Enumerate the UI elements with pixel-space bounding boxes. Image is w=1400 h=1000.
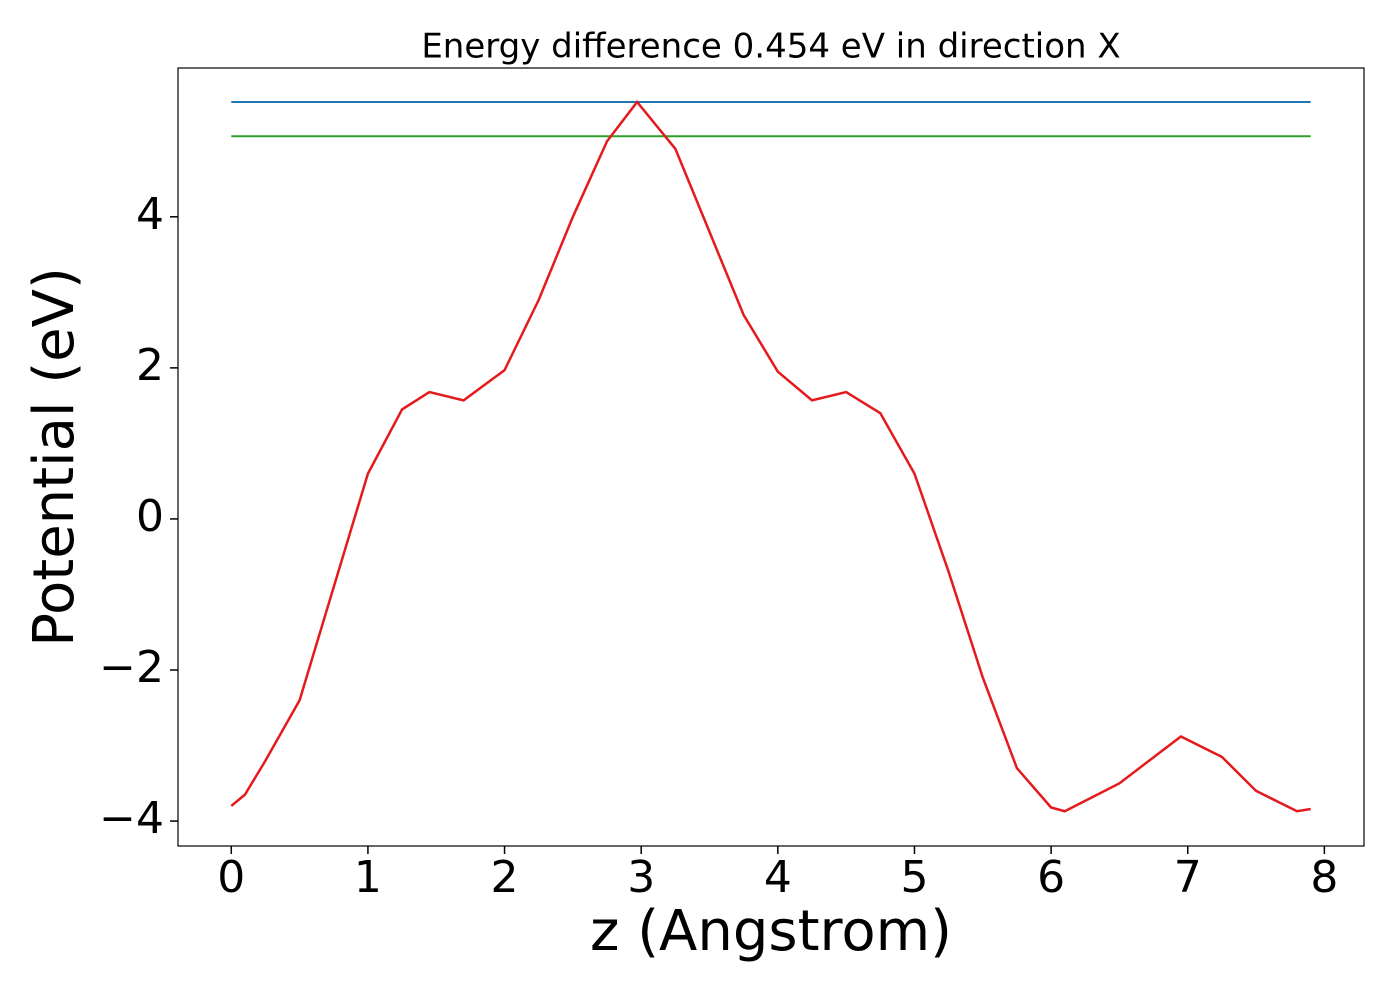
x-tick-label: 1 xyxy=(354,852,382,903)
x-tick-label: 5 xyxy=(900,852,928,903)
x-tick-label: 3 xyxy=(627,852,655,903)
x-tick-label: 0 xyxy=(217,852,245,903)
x-axis-label: z (Angstrom) xyxy=(590,899,952,964)
x-tick-label: 7 xyxy=(1174,852,1202,903)
y-tick-label: −4 xyxy=(99,793,164,844)
line-series xyxy=(230,99,1311,813)
chart-title: Energy difference 0.454 eV in direction … xyxy=(421,27,1120,67)
y-tick-label: −2 xyxy=(99,642,164,693)
x-tick-label: 6 xyxy=(1037,852,1065,903)
x-tick-label: 2 xyxy=(491,852,519,903)
x-tick-label: 4 xyxy=(764,852,792,903)
plot-frame xyxy=(177,67,1365,847)
y-tick-label: 4 xyxy=(136,189,164,240)
y-tick-label: 0 xyxy=(136,491,164,542)
y-tick-label: 2 xyxy=(136,340,164,391)
x-tick-label: 8 xyxy=(1310,852,1338,903)
y-axis-label: Potential (eV) xyxy=(22,267,87,647)
